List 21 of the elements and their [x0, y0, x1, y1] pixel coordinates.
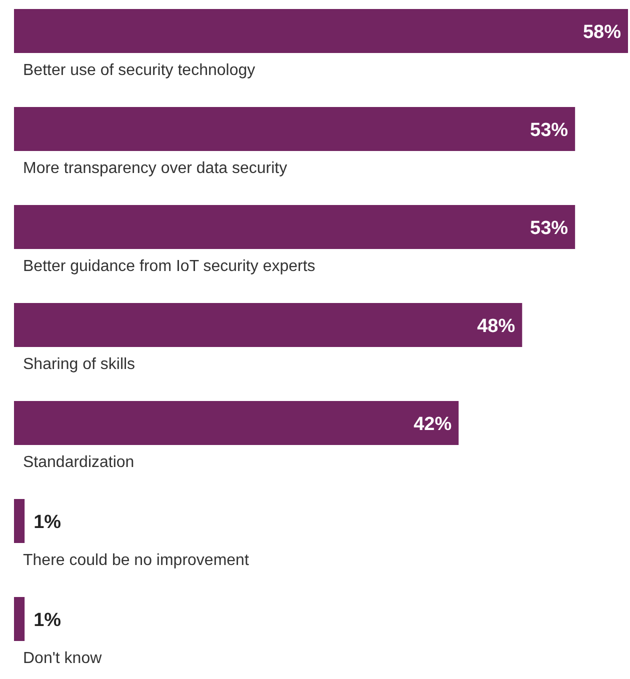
bar [14, 9, 628, 53]
bar [14, 499, 25, 543]
data-label: 53% [530, 120, 568, 141]
y-tick-label: Better guidance from IoT security experts [23, 258, 316, 275]
y-tick-label: Don't know [23, 650, 102, 667]
bar [14, 205, 576, 249]
data-label: 48% [477, 316, 516, 337]
data-label: 1% [34, 610, 62, 631]
bar [14, 401, 459, 445]
y-tick-label: More transparency over data security [23, 160, 288, 177]
data-label: 58% [582, 22, 622, 43]
bar [14, 107, 576, 151]
bar [14, 597, 25, 641]
y-tick-label: Standardization [23, 454, 134, 471]
bar [14, 303, 522, 347]
y-tick-label: There could be no improvement [23, 552, 250, 569]
y-tick-label: Better use of security technology [23, 62, 256, 79]
data-label: 53% [530, 218, 568, 239]
y-tick-label: Sharing of skills [23, 356, 136, 373]
data-label: 42% [414, 414, 452, 435]
data-label: 1% [34, 512, 62, 533]
